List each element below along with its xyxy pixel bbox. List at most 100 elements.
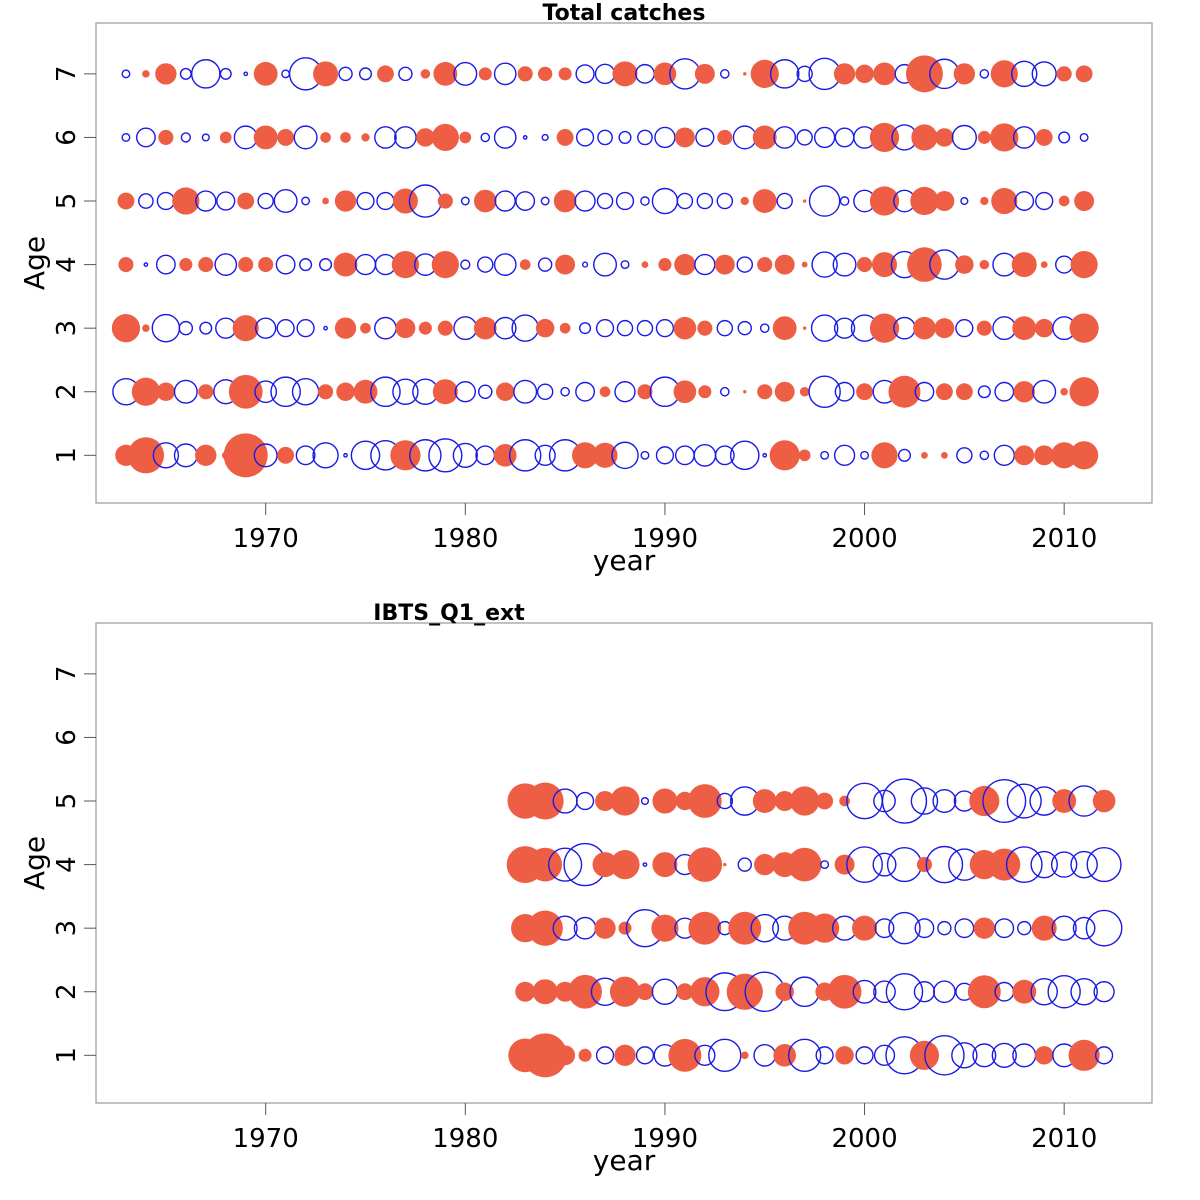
bubble-positive (833, 63, 856, 85)
bubble-positive (652, 852, 678, 878)
bubble-positive (1035, 128, 1053, 146)
bubble-negative (595, 319, 615, 338)
bubble-positive (774, 254, 795, 275)
bubble-negative (994, 918, 1015, 939)
bubble-negative (1006, 783, 1042, 819)
bubble-positive (155, 63, 177, 85)
bubble-positive (535, 318, 555, 338)
bubble-positive (690, 977, 720, 1007)
bubble-negative (453, 316, 478, 341)
bubble-negative (937, 920, 952, 936)
bubble-positive (1034, 445, 1055, 466)
bubble-negative (276, 319, 295, 338)
bubble-positive (757, 257, 773, 273)
y-tick-label: 6 (52, 129, 82, 146)
bubble-negative (493, 253, 517, 276)
y-tick-label: 7 (52, 666, 82, 683)
bubble-positive (437, 193, 453, 209)
bubble-negative (972, 1043, 997, 1068)
bubble-positive (757, 384, 773, 400)
bubble-positive (156, 382, 176, 401)
bubble-positive (652, 788, 678, 814)
bubble-positive (391, 250, 420, 279)
bubble-negative (655, 446, 675, 465)
bubble-negative (156, 191, 176, 211)
bubble-positive (179, 258, 193, 272)
bubble-negative (833, 317, 856, 339)
bubble-negative (312, 442, 339, 469)
bubble-positive (1013, 381, 1035, 403)
bubble-positive (790, 786, 820, 816)
y-axis: 1 2 3 4 5 6 7 (52, 66, 96, 464)
bubble-negative (493, 316, 517, 340)
bubble-positive (612, 61, 638, 87)
bubble-negative (737, 320, 753, 336)
bubble-negative (1050, 851, 1078, 878)
bubble-negative (299, 258, 313, 272)
bubble-positive (334, 190, 357, 212)
bubble-negative (319, 258, 333, 272)
bubble-positive (1058, 195, 1070, 207)
bubble-negative (460, 259, 471, 270)
bubble-positive (1068, 1039, 1100, 1071)
bubble-positive (495, 382, 515, 401)
panel-ibts-q1-ext: IBTS_Q1_ext 1 2 3 4 5 6 7 1970 1980 1990 2000 2010… (18, 601, 1153, 1177)
bubble-negative (513, 379, 538, 404)
bubble-negative (951, 1042, 978, 1069)
bubble-positive (856, 383, 873, 401)
bubble-positive (599, 386, 611, 398)
bubble-negative (293, 125, 318, 150)
bubble-negative (808, 185, 841, 217)
bubble-positive (752, 789, 777, 813)
bubble-negative (815, 1046, 834, 1065)
bubble-negative (716, 192, 734, 210)
bubble-positive (973, 917, 995, 939)
bubble-negative (1058, 131, 1071, 144)
bubble-negative (354, 253, 377, 276)
x-axis: 1970 1980 1990 2000 2010 (233, 503, 1097, 554)
bubble-positive (802, 326, 807, 330)
bubble-negative (201, 133, 210, 142)
bubble-negative (338, 66, 353, 82)
bubble-positive (1034, 1046, 1054, 1065)
x-axis-label: year (593, 1144, 656, 1177)
bubble-positive (687, 784, 722, 818)
bubble-positive (237, 192, 255, 210)
bubble-positive (1070, 250, 1098, 279)
bubble-negative (759, 323, 770, 333)
bubble-positive (799, 386, 810, 397)
plot-frame (95, 622, 1153, 1104)
bubble-negative (138, 193, 154, 209)
x-tick-label: 1980 (432, 1124, 498, 1154)
bubble-positive (955, 383, 973, 401)
bubble-negative (979, 450, 990, 461)
bubble-positive (934, 191, 955, 211)
chart-title: IBTS_Q1_ext (373, 601, 525, 626)
bubble-negative (121, 132, 131, 142)
bubble-positive (318, 384, 334, 400)
bubble-positive (432, 379, 458, 405)
bubble-negative (374, 316, 397, 340)
bubble-positive (195, 444, 217, 466)
bubble-negative (834, 381, 855, 402)
bubble-negative (1086, 847, 1122, 883)
bubble-negative (693, 443, 717, 467)
bubble-positive (361, 133, 370, 142)
bubble-negative (732, 125, 757, 150)
bubbles (111, 55, 1099, 478)
bubble-positive (1011, 252, 1037, 278)
bubble-positive (392, 188, 418, 214)
bubble-negative (121, 69, 131, 79)
bubble-negative (982, 778, 1027, 824)
bubble-negative (1014, 191, 1035, 211)
bubble-positive (553, 189, 577, 213)
bubble-negative (933, 980, 956, 1004)
bubble-positive (871, 442, 898, 469)
bubble-negative (839, 196, 850, 206)
bubble-positive (1012, 979, 1037, 1004)
bubble-negative (932, 788, 957, 814)
bubble-negative (579, 322, 592, 335)
bubble-positive (395, 318, 416, 339)
bubble-positive (431, 250, 459, 279)
bubble-positive (515, 981, 536, 1002)
